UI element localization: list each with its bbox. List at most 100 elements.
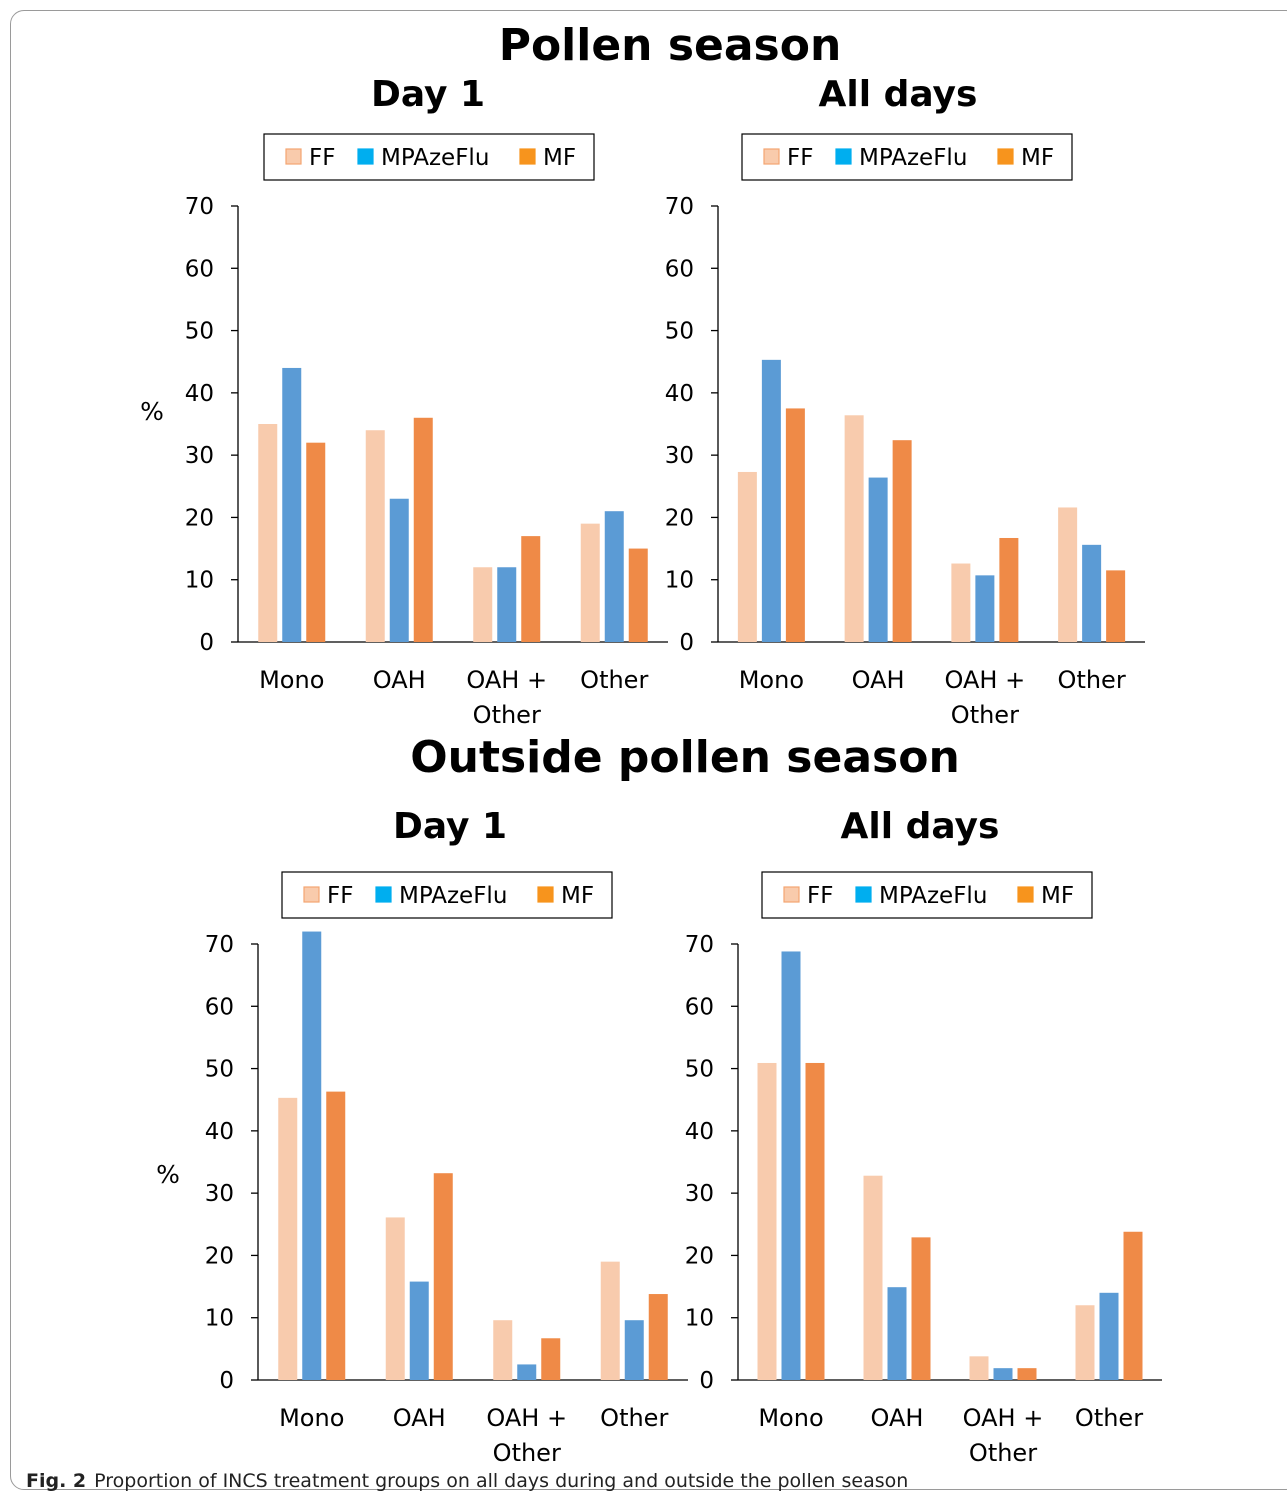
x-tick-label: Mono [259,666,324,694]
bar-mf-2 [541,1338,561,1380]
x-tick-label: OAH [373,666,426,694]
x-tick-label: Other [473,701,541,729]
x-tick-label: OAH + [486,1404,567,1432]
legend-swatch-mpazeflu [835,148,852,165]
figure-caption: Fig. 2 Proportion of INCS treatment group… [26,1470,908,1492]
bar-mpazeflu-3 [604,511,624,642]
figure-frame [10,10,1287,1490]
y-tick-label: 40 [205,1119,234,1145]
x-tick-label: OAH [852,666,905,694]
y-tick-label: 30 [665,443,694,469]
legend-swatch-mf [519,148,536,165]
x-tick-label: Other [951,701,1019,729]
bar-mf-3 [1123,1231,1143,1380]
bar-ff-1 [365,430,385,642]
legend-box [281,871,613,919]
bar-mf-2 [999,537,1019,642]
legend-label-ff: FF [787,145,813,171]
y-tick-label: 20 [205,1243,234,1269]
chart-title: All days [841,806,1000,847]
caption-label: Fig. 2 [26,1470,87,1492]
legend-label-ff: FF [309,145,335,171]
legend-swatch-ff [285,148,302,165]
x-tick-label: Other [1058,666,1126,694]
bar-ff-2 [473,567,493,642]
y-tick-label: 10 [665,568,694,594]
chart-title: Day 1 [393,806,507,847]
y-axis-label: % [156,1160,180,1189]
bar-mpazeflu-3 [1099,1292,1119,1380]
bar-mf-1 [892,440,912,642]
y-tick-label: 10 [685,1306,714,1332]
y-tick-label: 50 [665,319,694,345]
bar-mf-1 [911,1237,931,1380]
bar-mpazeflu-3 [1082,544,1102,642]
chart-outside-day1: Day 1 FF MPAzeFlu MF 0 10 20 30 40 50 60 70% Mono OAH… [156,806,688,1467]
y-tick-label: 0 [679,630,694,656]
bar-ff-2 [493,1320,513,1380]
y-tick-label: 0 [199,630,214,656]
bar-mf-0 [805,1062,825,1380]
bar-mpazeflu-2 [975,575,995,642]
y-tick-label: 40 [185,381,214,407]
bar-mf-2 [521,536,541,642]
y-tick-label: 60 [665,256,694,282]
bar-mpazeflu-0 [781,951,801,1380]
y-tick-label: 20 [185,505,214,531]
y-tick-label: 50 [685,1057,714,1083]
chart-title: Day 1 [371,74,485,115]
legend-box [761,871,1093,919]
chart-title: All days [819,74,978,115]
x-tick-label: Other [1075,1404,1143,1432]
legend-swatch-mf [537,886,554,903]
bar-mpazeflu-0 [302,931,322,1380]
bar-ff-0 [757,1062,777,1380]
legend-label-mpazeflu: MPAzeFlu [399,883,507,909]
bar-ff-0 [737,471,757,642]
bar-mpazeflu-0 [282,367,302,642]
legend-label-mf: MF [543,145,576,171]
x-tick-label: OAH + [945,666,1026,694]
x-tick-label: OAH [871,1404,924,1432]
y-tick-label: 50 [205,1057,234,1083]
legend-label-mf: MF [1021,145,1054,171]
section-title-outside-pollen-season: Outside pollen season [410,732,960,783]
y-tick-label: 0 [219,1368,234,1394]
bar-mpazeflu-2 [993,1368,1013,1380]
legend-label-ff: FF [807,883,833,909]
y-tick-label: 40 [665,381,694,407]
y-tick-label: 60 [205,994,234,1020]
x-tick-label: Other [969,1439,1037,1467]
y-axis-label: % [140,397,164,426]
y-tick-label: 10 [205,1306,234,1332]
legend-swatch-ff [763,148,780,165]
bar-mpazeflu-1 [409,1281,429,1380]
y-tick-label: 10 [185,568,214,594]
legend-swatch-mpazeflu [357,148,374,165]
y-tick-label: 0 [699,1368,714,1394]
bar-mf-0 [326,1091,346,1380]
y-tick-label: 70 [685,932,714,958]
bar-mf-3 [628,548,648,642]
legend-swatch-mf [1017,886,1034,903]
legend-box [263,133,595,181]
y-tick-label: 20 [685,1243,714,1269]
legend-label-mf: MF [561,883,594,909]
bar-mpazeflu-0 [761,359,781,642]
x-tick-label: OAH + [466,666,547,694]
bar-mf-0 [785,408,805,642]
chart-outside-all-days: All days FF MPAzeFlu MF 0 10 20 30 40 50 60 70 Mono O… [685,806,1162,1467]
bar-mpazeflu-2 [517,1364,537,1380]
bar-ff-2 [969,1356,989,1380]
section-title-pollen-season: Pollen season [498,20,842,71]
chart-pollen-day1: Day 1 FF MPAzeFlu MF 0 10 20 30 40 50 60 70% Mono OAH… [140,74,668,729]
legend-label-mpazeflu: MPAzeFlu [859,145,967,171]
x-tick-label: Other [580,666,648,694]
bar-mf-3 [1106,570,1126,642]
x-tick-label: OAH [393,1404,446,1432]
bar-ff-1 [385,1217,405,1380]
y-tick-label: 70 [205,932,234,958]
bar-mpazeflu-1 [389,498,409,642]
bar-mpazeflu-1 [868,477,888,642]
y-tick-label: 70 [185,194,214,220]
